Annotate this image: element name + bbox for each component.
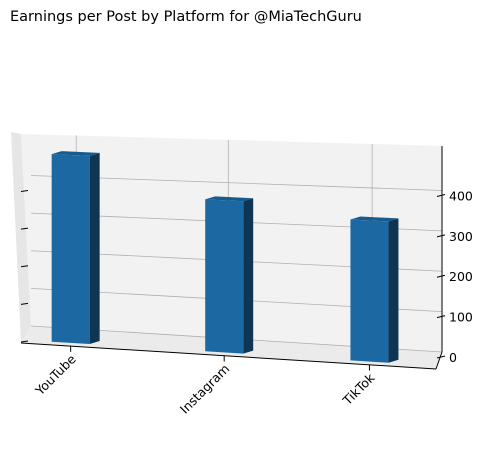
- bar-side: [89, 152, 100, 345]
- z-tick-label: 200: [449, 269, 473, 284]
- chart-title: Earnings per Post by Platform for @MiaTe…: [10, 9, 362, 25]
- z-tick-label: 300: [449, 229, 473, 244]
- category-label: YouTube: [32, 351, 79, 398]
- z-tick-mark-left: [20, 302, 29, 305]
- side-pane: [11, 132, 31, 343]
- z-axis-ticks: 0 100 200 300 400: [20, 188, 473, 365]
- z-tick-mark-left: [20, 189, 29, 192]
- category-label: Instagram: [177, 361, 233, 417]
- bar-side: [388, 218, 399, 363]
- z-tick-mark: [436, 234, 446, 238]
- bar: [51, 154, 90, 345]
- bars: [51, 151, 399, 363]
- z-tick-label: 0: [449, 350, 457, 365]
- bar-top: [205, 196, 254, 202]
- z-tick-mark-left: [20, 227, 29, 230]
- bar-side: [243, 198, 254, 354]
- z-tick-mark: [436, 274, 446, 278]
- z-tick-mark: [436, 194, 446, 197]
- z-tick-mark-left: [20, 340, 29, 343]
- z-tick-label: 100: [449, 310, 473, 325]
- bar-top: [51, 151, 100, 156]
- bar: [205, 199, 244, 354]
- z-tick-label: 400: [449, 188, 473, 203]
- z-tick-mark: [436, 315, 446, 319]
- z-axis-base: [435, 351, 443, 370]
- z-tick-mark-left: [20, 265, 29, 268]
- bar-top: [350, 216, 399, 222]
- category-label: TikTok: [339, 370, 378, 409]
- axes: [20, 146, 443, 370]
- bar: [350, 219, 389, 363]
- x-axis-line: [20, 342, 437, 370]
- z-tick-mark: [436, 355, 446, 359]
